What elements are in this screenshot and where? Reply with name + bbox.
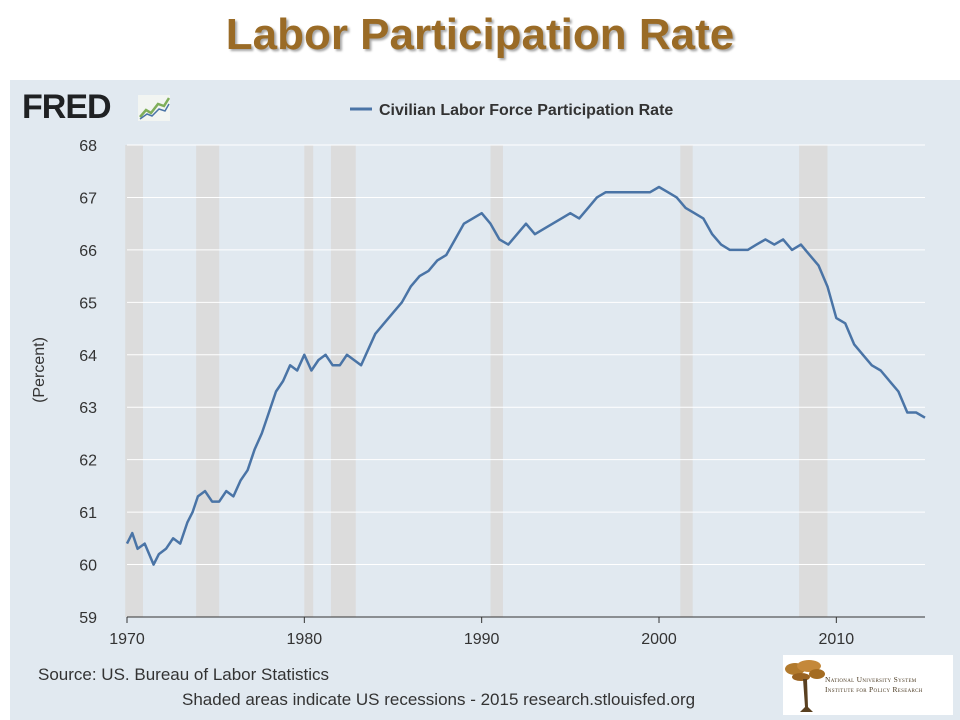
- series-layer: [125, 185, 926, 566]
- institution-line1: National University System: [825, 675, 917, 684]
- chart-panel: 59 60 61 62 63 64 65 66 67 68 1970 1980 1990 2000 201…: [10, 80, 960, 720]
- recession-note: Shaded areas indicate US recessions - 20…: [182, 690, 696, 709]
- x-tick-label: 2010: [819, 631, 855, 648]
- tree-icon: [785, 660, 825, 712]
- y-tick-label: 66: [79, 243, 97, 260]
- legend-label: Civilian Labor Force Participation Rate: [379, 102, 673, 119]
- recession-band-2: [304, 145, 314, 617]
- y-tick-label: 61: [79, 505, 97, 522]
- x-tick-label: 2000: [641, 631, 677, 648]
- line-chart: 59 60 61 62 63 64 65 66 67 68 1970 1980 1990 2000 201…: [31, 102, 926, 648]
- y-tick-label: 59: [79, 610, 97, 627]
- fred-logo: FRED: [22, 88, 112, 126]
- institution-logo: National University System Institute for…: [783, 655, 953, 715]
- y-tick-label: 63: [79, 400, 97, 417]
- y-tick-label: 67: [79, 190, 97, 207]
- recession-band-1: [196, 145, 220, 617]
- y-tick-label: 64: [79, 348, 97, 365]
- y-tick-label: 60: [79, 558, 97, 575]
- source-text: Source: US. Bureau of Labor Statistics: [38, 665, 330, 684]
- recession-band-3: [330, 145, 356, 617]
- institution-line2: Institute for Policy Research: [825, 685, 923, 694]
- series-line-0: [125, 185, 926, 566]
- recession-band-0: [125, 145, 143, 617]
- x-axis-ticks: 1970 1980 1990 2000 2010: [109, 617, 854, 648]
- y-tick-label: 62: [79, 453, 97, 470]
- recession-bands: [125, 145, 828, 617]
- x-tick-label: 1970: [109, 631, 145, 648]
- recession-band-4: [490, 145, 503, 617]
- institution-name: National University System Institute for…: [825, 675, 923, 695]
- slide-title: Labor Participation Rate: [225, 10, 735, 59]
- x-tick-label: 1980: [287, 631, 323, 648]
- y-axis-label: (Percent): [31, 337, 48, 403]
- y-tick-label: 65: [79, 295, 97, 312]
- fred-chart-icon: [138, 95, 170, 121]
- recession-band-5: [680, 145, 693, 617]
- recession-band-6: [799, 145, 828, 617]
- y-tick-label: 68: [79, 138, 97, 155]
- y-axis-ticks: 59 60 61 62 63 64 65 66 67 68: [79, 138, 97, 627]
- x-tick-label: 1990: [464, 631, 500, 648]
